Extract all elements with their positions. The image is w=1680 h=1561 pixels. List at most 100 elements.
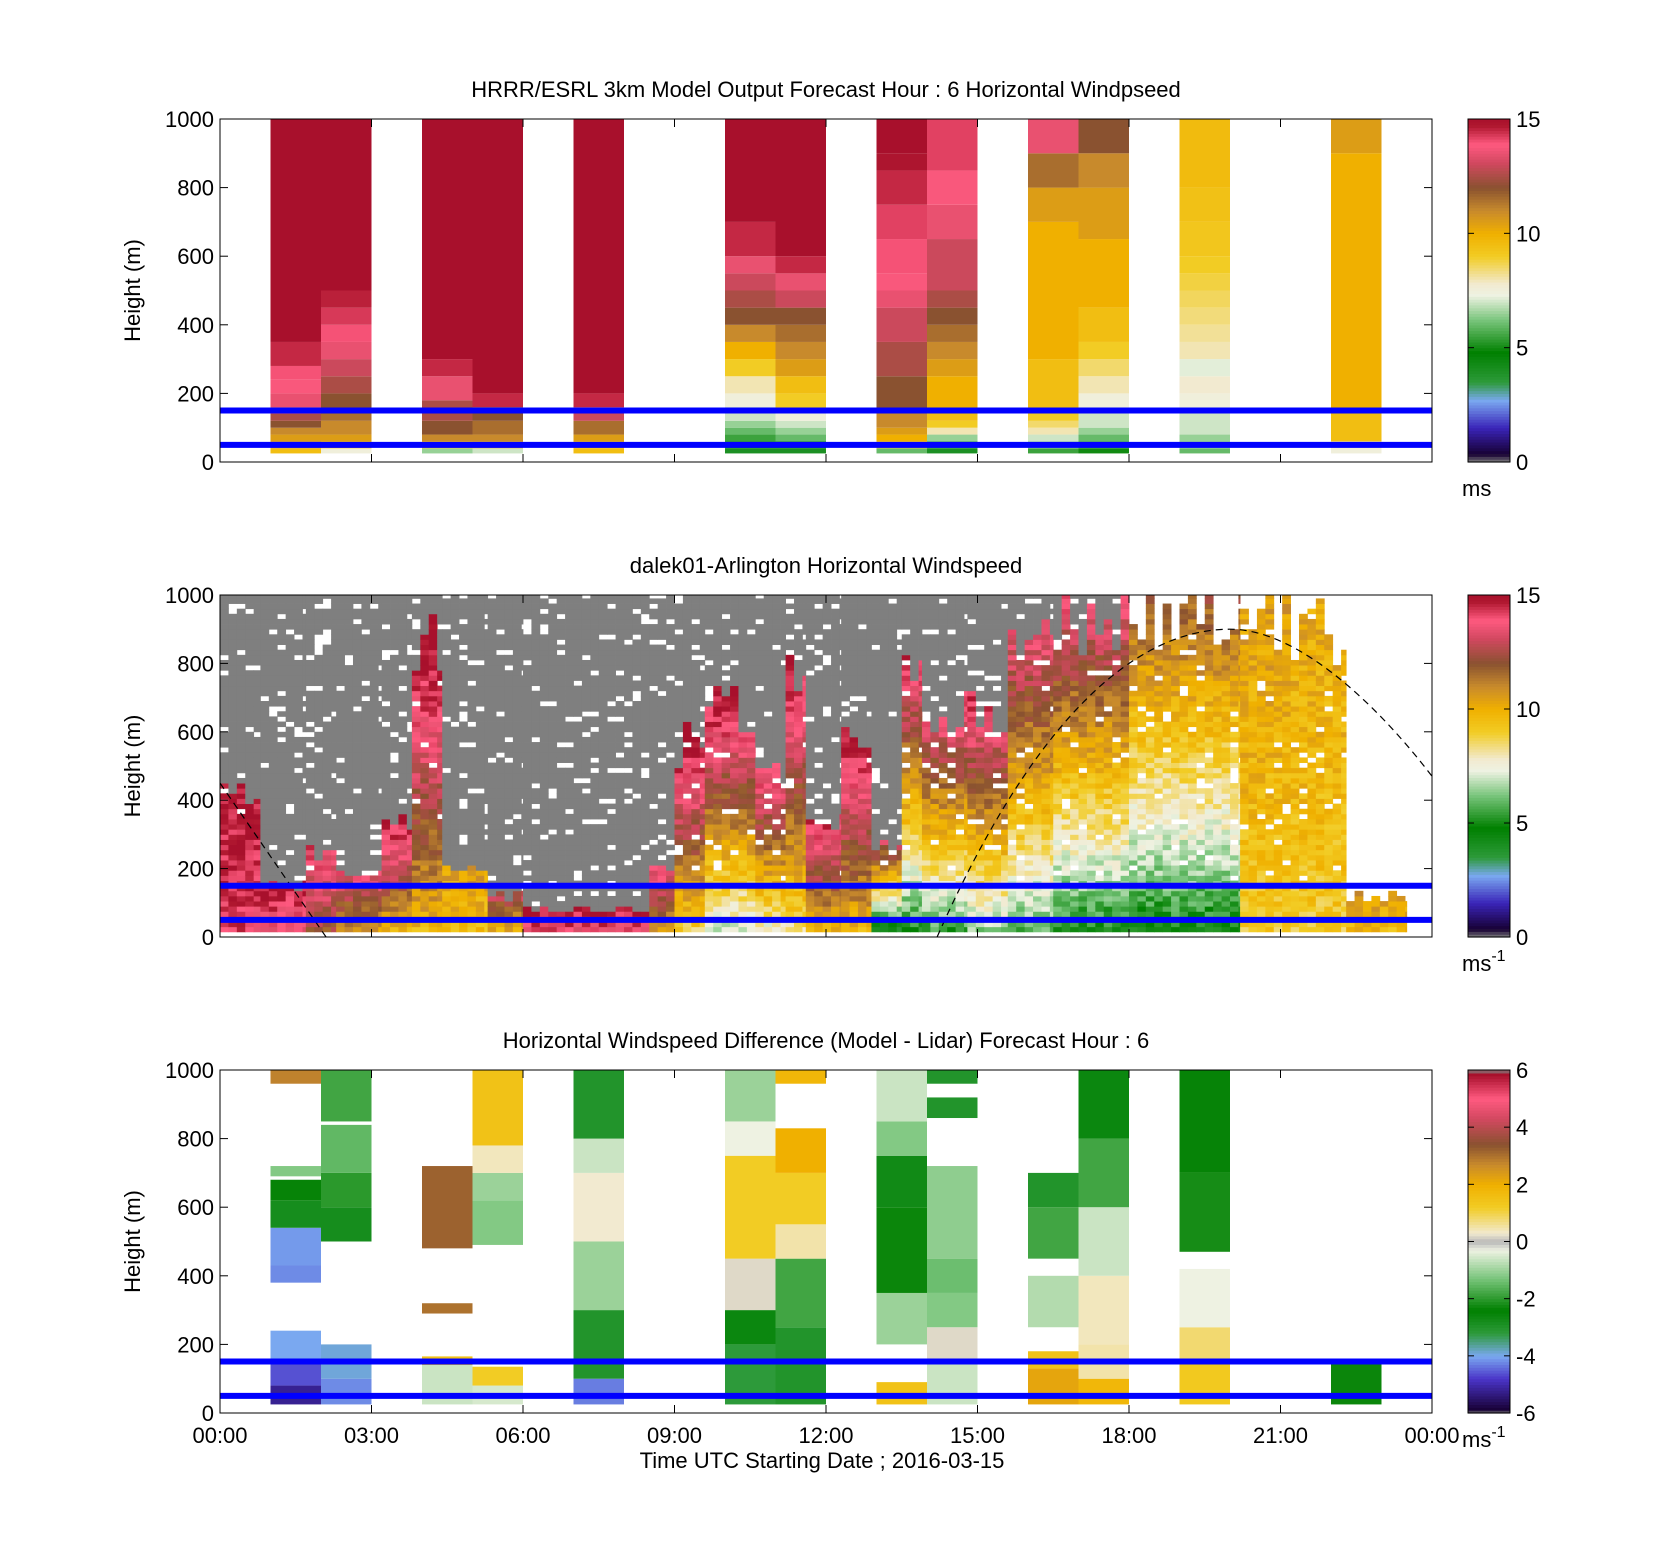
heatmap-cell xyxy=(1028,1207,1079,1259)
colorbar-segment xyxy=(1468,1072,1510,1077)
colorbar-segment xyxy=(1468,170,1510,174)
heatmap-cell xyxy=(927,1070,978,1084)
heatmap-cell xyxy=(1028,221,1079,360)
colorbar-segment xyxy=(1468,1138,1510,1143)
colorbar-tick-label: 0 xyxy=(1516,450,1528,475)
colorbar-segment xyxy=(1468,350,1510,354)
heatmap-cell xyxy=(927,290,978,308)
heatmap-cell xyxy=(270,365,321,380)
colorbar-segment xyxy=(1468,1158,1510,1163)
colorbar-segment xyxy=(1468,766,1510,770)
colorbar-segment xyxy=(1468,1350,1510,1354)
colorbar-segment xyxy=(1468,1144,1510,1148)
colorbar-segment xyxy=(1468,666,1510,670)
forecast-column xyxy=(422,119,473,454)
y-tick-label: 200 xyxy=(177,857,214,882)
heatmap-cell xyxy=(270,1265,321,1283)
heatmap-cell xyxy=(270,1330,321,1362)
colorbar-segment xyxy=(1468,119,1510,123)
heatmap-cell xyxy=(472,119,523,394)
colorbar-segment xyxy=(1468,697,1510,702)
lidar-region xyxy=(260,595,307,933)
heatmap-cell xyxy=(927,359,978,377)
heatmap-cell xyxy=(422,434,473,442)
colorbar-segment xyxy=(1468,1324,1510,1328)
heatmap-cell xyxy=(876,307,927,342)
colorbar-segment xyxy=(1468,1241,1510,1245)
colorbar-segment xyxy=(1468,634,1510,639)
heatmap-cell xyxy=(422,448,473,454)
colorbar-segment xyxy=(1468,353,1510,357)
heatmap-cell xyxy=(1179,341,1230,360)
heatmap-cell xyxy=(876,153,927,171)
heatmap-cell xyxy=(927,376,978,411)
heatmap-cell xyxy=(876,239,927,274)
colorbar-segment xyxy=(1468,1401,1510,1406)
heatmap-cell xyxy=(270,448,321,454)
colorbar-segment xyxy=(1468,1367,1510,1371)
colorbar-segment xyxy=(1468,1195,1510,1200)
heatmap-cell xyxy=(775,1070,826,1084)
colorbar-segment xyxy=(1468,902,1510,907)
colorbar-segment xyxy=(1468,1312,1510,1317)
lidar-region xyxy=(841,595,872,933)
colorbar-segment xyxy=(1468,224,1510,229)
colorbar-segment xyxy=(1468,637,1510,642)
colorbar-segment xyxy=(1468,857,1510,861)
colorbar-segment xyxy=(1468,421,1510,426)
colorbar-segment xyxy=(1468,339,1510,343)
lidar-region xyxy=(967,595,1009,933)
colorbar-segment xyxy=(1468,1141,1510,1145)
heatmap-cell xyxy=(725,359,776,377)
colorbar-segment xyxy=(1468,1095,1510,1100)
colorbar-segment xyxy=(1468,284,1510,289)
colorbar-segment xyxy=(1468,1370,1510,1374)
colorbar-segment xyxy=(1468,150,1510,154)
colorbar-segment xyxy=(1468,319,1510,323)
colorbar-segment xyxy=(1468,908,1510,912)
colorbar-segment xyxy=(1468,1170,1510,1174)
heatmap-cell xyxy=(321,1378,372,1405)
heatmap-cell xyxy=(321,341,372,360)
colorbar-segment xyxy=(1468,1175,1510,1180)
heatmap-cell xyxy=(876,341,927,377)
heatmap-cell xyxy=(725,1155,776,1259)
heatmap-cell xyxy=(270,1166,321,1177)
colorbar-segment xyxy=(1468,1255,1510,1260)
chart-title: Horizontal Windspeed Difference (Model -… xyxy=(503,1028,1149,1053)
lidar-region xyxy=(1129,595,1241,933)
x-tick-label: 12:00 xyxy=(798,1423,853,1448)
colorbar-segment xyxy=(1468,1318,1510,1323)
lidar-region xyxy=(1240,595,1291,933)
heatmap-cell xyxy=(1331,153,1382,411)
colorbar-segment xyxy=(1468,233,1510,237)
heatmap-cell xyxy=(927,341,978,360)
colorbar-segment xyxy=(1468,227,1510,232)
colorbar-unit: ms xyxy=(1462,476,1491,501)
colorbar-segment xyxy=(1468,1298,1510,1303)
heatmap-cell xyxy=(321,420,372,435)
x-tick-label: 00:00 xyxy=(1404,1423,1459,1448)
heatmap-cell xyxy=(270,1227,321,1266)
colorbar-segment xyxy=(1468,1390,1510,1394)
colorbar-segment xyxy=(1468,1121,1510,1125)
colorbar-segment xyxy=(1468,1290,1510,1294)
heatmap-cell xyxy=(927,239,978,291)
colorbar-segment xyxy=(1468,629,1510,633)
colorbar-segment xyxy=(1468,891,1510,895)
lidar-region xyxy=(649,595,675,933)
heatmap-cell xyxy=(1078,239,1129,308)
colorbar-segment xyxy=(1468,1378,1510,1383)
heatmap-cell xyxy=(1179,187,1230,222)
colorbar-segment xyxy=(1468,290,1510,294)
forecast-column xyxy=(1331,119,1382,454)
colorbar-segment xyxy=(1468,1278,1510,1283)
colorbar-segment xyxy=(1468,714,1510,719)
colorbar-segment xyxy=(1468,336,1510,340)
colorbar-segment xyxy=(1468,301,1510,306)
y-tick-label: 800 xyxy=(177,176,214,201)
colorbar-segment xyxy=(1468,1275,1510,1280)
colorbar-segment xyxy=(1468,261,1510,266)
colorbar-segment xyxy=(1468,777,1510,781)
forecast-column xyxy=(1078,119,1129,454)
